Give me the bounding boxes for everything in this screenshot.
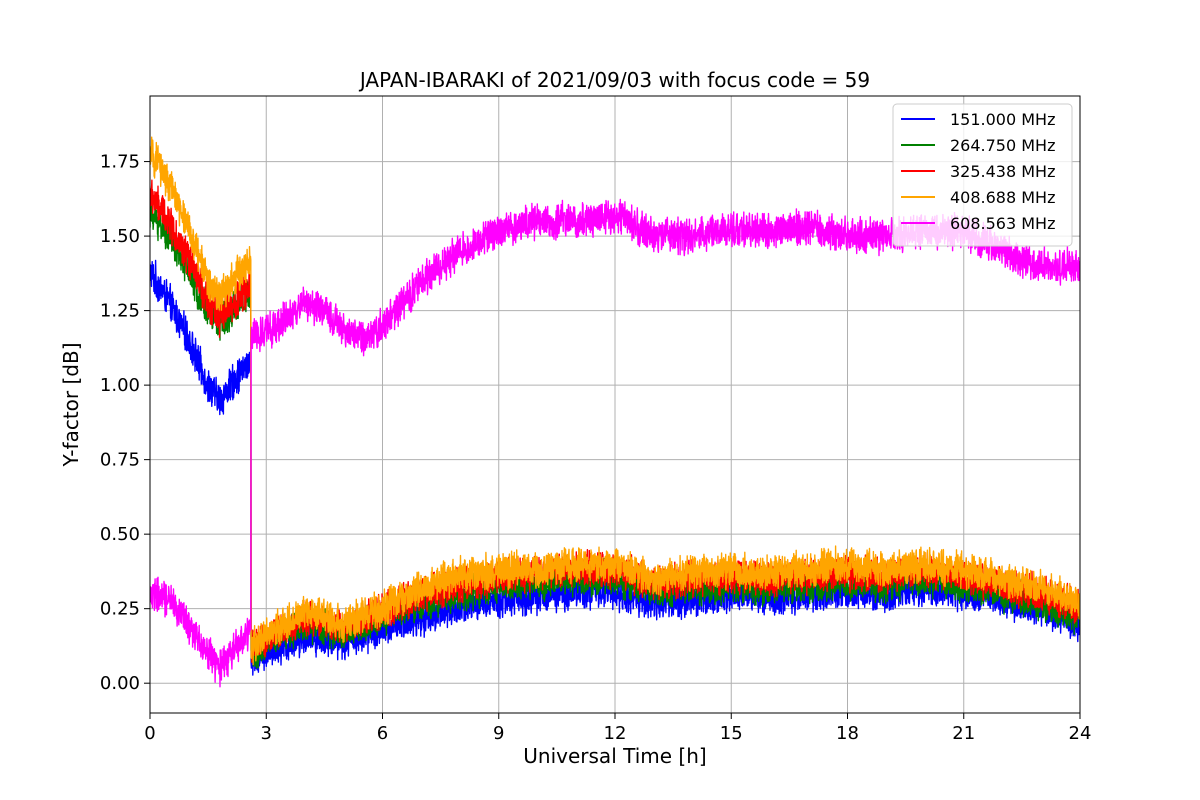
x-tick-label: 15	[720, 723, 743, 744]
x-tick-label: 6	[377, 723, 388, 744]
series-line-3	[150, 136, 1080, 666]
legend-box	[892, 103, 1073, 247]
y-axis-label: Y-factor [dB]	[59, 342, 83, 467]
y-tick-label: 1.75	[100, 152, 140, 173]
x-tick-label: 21	[952, 723, 975, 744]
x-axis-label: Universal Time [h]	[523, 744, 706, 768]
legend-label: 408.688 MHz	[950, 188, 1055, 207]
legend-label: 151.000 MHz	[950, 110, 1055, 129]
legend-label: 264.750 MHz	[950, 136, 1055, 155]
x-tick-label: 12	[604, 723, 627, 744]
y-tick-label: 0.75	[100, 450, 140, 471]
y-tick-label: 0.25	[100, 599, 140, 620]
legend: 151.000 MHz 264.750 MHz 325.438 MHz 408.688…	[892, 103, 1073, 247]
y-tick-label: 0.50	[100, 524, 140, 545]
y-tick-label: 1.00	[100, 375, 140, 396]
chart-title: JAPAN-IBARAKI of 2021/09/03 with focus c…	[358, 68, 870, 92]
ticks: 0 3 6 9 12 15 18 21 24 0.00 0.25 0.50 0.75 1.00 1.25 1.…	[100, 152, 1092, 744]
x-tick-label: 3	[261, 723, 272, 744]
y-tick-label: 1.25	[100, 301, 140, 322]
y-tick-label: 1.50	[100, 226, 140, 247]
y-tick-label: 0.00	[100, 673, 140, 694]
x-tick-label: 0	[144, 723, 155, 744]
x-tick-label: 9	[493, 723, 504, 744]
legend-label: 608.563 MHz	[950, 214, 1055, 233]
x-tick-label: 24	[1069, 723, 1092, 744]
legend-label: 325.438 MHz	[950, 162, 1055, 181]
x-tick-label: 18	[836, 723, 859, 744]
